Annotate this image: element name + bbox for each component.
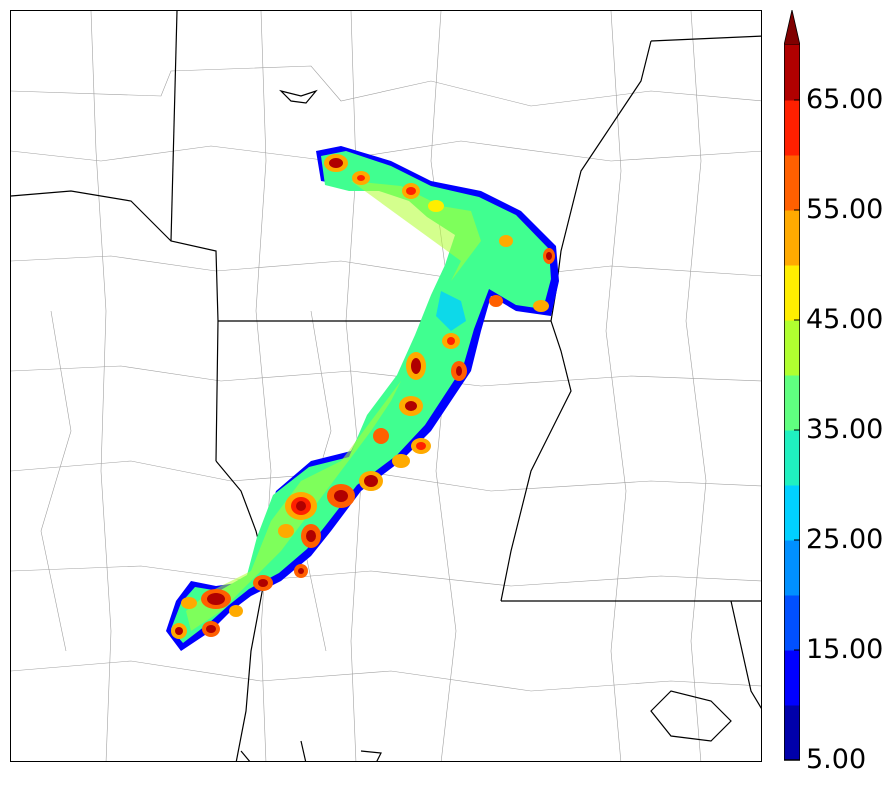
colorbar-tick-label: 35.00: [806, 414, 884, 445]
colorbar-tick-label: 55.00: [806, 194, 884, 225]
colorbar-extend-arrow: [783, 9, 801, 46]
colorbar-tick-label: 65.00: [806, 84, 884, 115]
reflectivity-swath: [166, 146, 559, 651]
state-lines: [11, 11, 761, 761]
colorbar-swatch: [784, 155, 800, 211]
colorbar-swatch: [784, 430, 800, 486]
colorbar-swatch: [784, 705, 800, 761]
colorbar-swatch: [784, 485, 800, 541]
map-panel: [10, 10, 762, 762]
storm-cores: [171, 154, 555, 639]
colorbar-swatch: [784, 540, 800, 596]
colorbar-swatch: [784, 650, 800, 706]
colorbar-tick-label: 5.00: [806, 744, 867, 775]
colorbar-swatch: [784, 320, 800, 376]
colorbar-tick-label: 45.00: [806, 304, 884, 335]
colorbar-swatch: [784, 210, 800, 266]
colorbar-swatch: [784, 375, 800, 431]
colorbar-swatch: [784, 45, 800, 101]
colorbar-swatch: [784, 265, 800, 321]
colorbar-tick-label: 25.00: [806, 524, 884, 555]
map-canvas: [11, 11, 761, 761]
colorbar: [783, 9, 801, 762]
colorbar-swatch: [784, 100, 800, 156]
county-lines: [11, 11, 761, 761]
colorbar-swatch: [784, 595, 800, 651]
colorbar-swatches: [783, 9, 801, 761]
colorbar-tick-label: 15.00: [806, 634, 884, 665]
